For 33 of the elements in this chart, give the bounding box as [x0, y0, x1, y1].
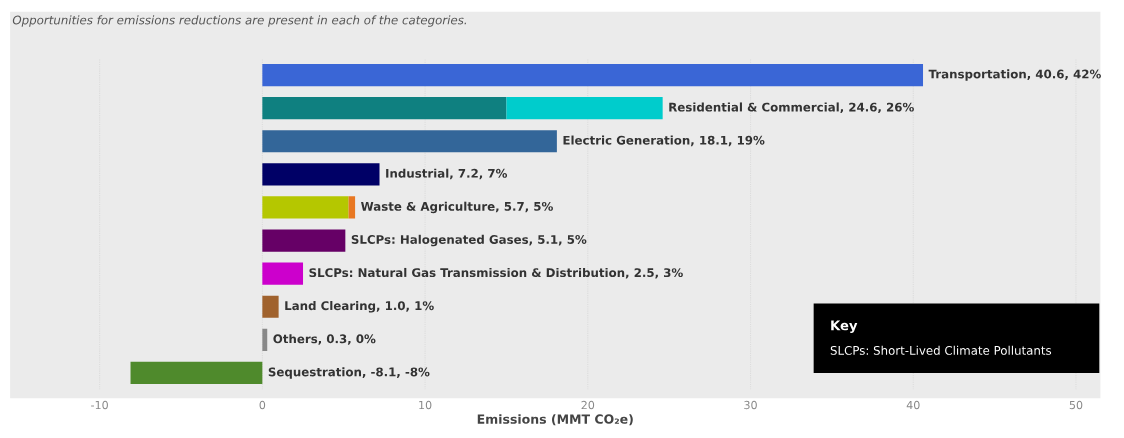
x-tick-label: 20 — [581, 400, 595, 410]
bar — [130, 361, 263, 385]
text: Sequestration, -8.1, -8% — [268, 367, 430, 379]
text: Electric Generation, 18.1, 19% — [563, 135, 765, 147]
bar — [506, 97, 663, 120]
text: Land Clearing, 1.0, 1% — [285, 300, 434, 313]
text: Residential & Commercial, 24.6, 26% — [669, 102, 914, 114]
annotation: Key — [831, 320, 858, 333]
bar — [262, 262, 304, 285]
x-tick-label: 50 — [1069, 400, 1083, 410]
bar — [262, 63, 924, 87]
text: SLCPs: Natural Gas Transmission & Distribution, 2.5, 3% — [309, 267, 683, 279]
bar — [348, 196, 356, 219]
text: Waste & Agriculture, 5.7, 5% — [361, 201, 553, 214]
bar — [262, 163, 380, 186]
x-tick-label: 10 — [419, 400, 432, 410]
x-axis-title: Emissions (MMT CO₂e) — [477, 414, 633, 426]
bar — [262, 295, 279, 318]
x-tick-label: 40 — [906, 400, 920, 410]
text: Industrial, 7.2, 7% — [386, 168, 508, 180]
x-tick-label: 0 — [259, 400, 266, 410]
bar — [262, 130, 557, 153]
text: SLCPs: Halogenated Gases, 5.1, 5% — [351, 234, 587, 247]
annotation: SLCPs: Short-Lived Climate Pollutants — [830, 345, 1052, 355]
x-tick-label: 30 — [744, 400, 757, 410]
text: Others, 0.3, 0% — [273, 334, 376, 345]
chart-subtitle: Opportunities for emissions reductions are present in each of the categories. — [12, 15, 467, 27]
text: Transportation, 40.6, 42% — [928, 69, 1101, 81]
x-tick-label: -10 — [91, 400, 108, 410]
bar — [262, 97, 507, 120]
bar — [262, 196, 349, 219]
bar — [262, 229, 346, 252]
bar — [262, 328, 268, 351]
